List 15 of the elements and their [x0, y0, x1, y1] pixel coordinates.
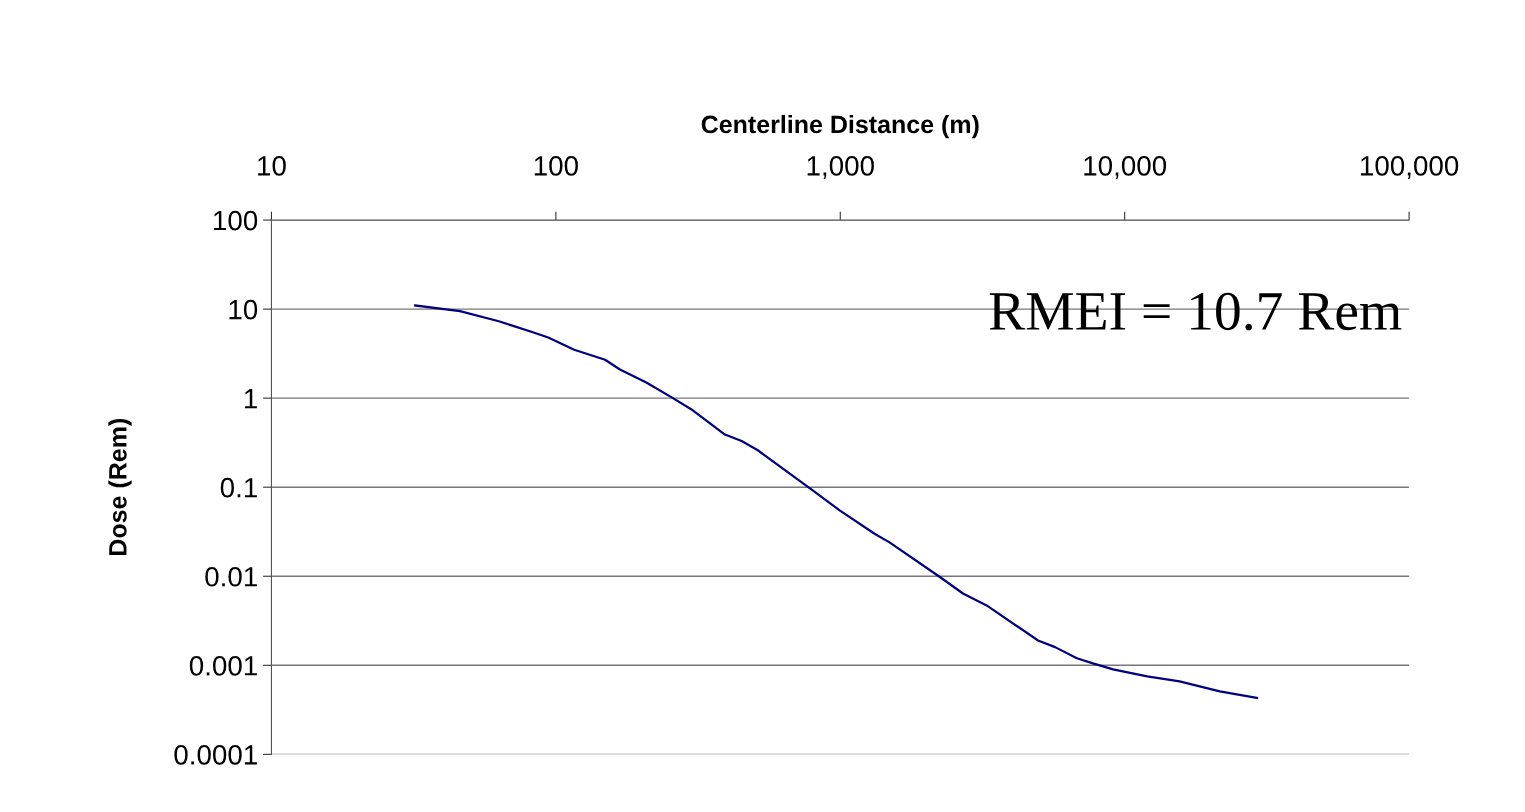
y-tick-label: 0.0001: [174, 745, 257, 765]
annotation: RMEI = 10.7 Rem: [989, 292, 1402, 331]
y-axis-title: Dose (Rem): [108, 418, 132, 555]
y-tick-label: 0.1: [220, 477, 257, 498]
x-tick-label: 100,000: [1361, 156, 1459, 179]
y-tick-label: 1: [244, 389, 257, 409]
x-tick-label: 1,000: [807, 156, 874, 179]
x-tick-label: 100: [534, 156, 578, 176]
y-tick-label: 10: [229, 299, 258, 320]
y-tick-label: 0.01: [205, 566, 257, 587]
y-tick-label: 0.001: [189, 655, 257, 676]
x-axis-title: Centerline Distance (m): [701, 114, 979, 139]
y-tick-label: 100: [214, 210, 258, 231]
x-tick-label: 10,000: [1084, 156, 1167, 179]
x-tick-label: 10: [258, 156, 286, 176]
